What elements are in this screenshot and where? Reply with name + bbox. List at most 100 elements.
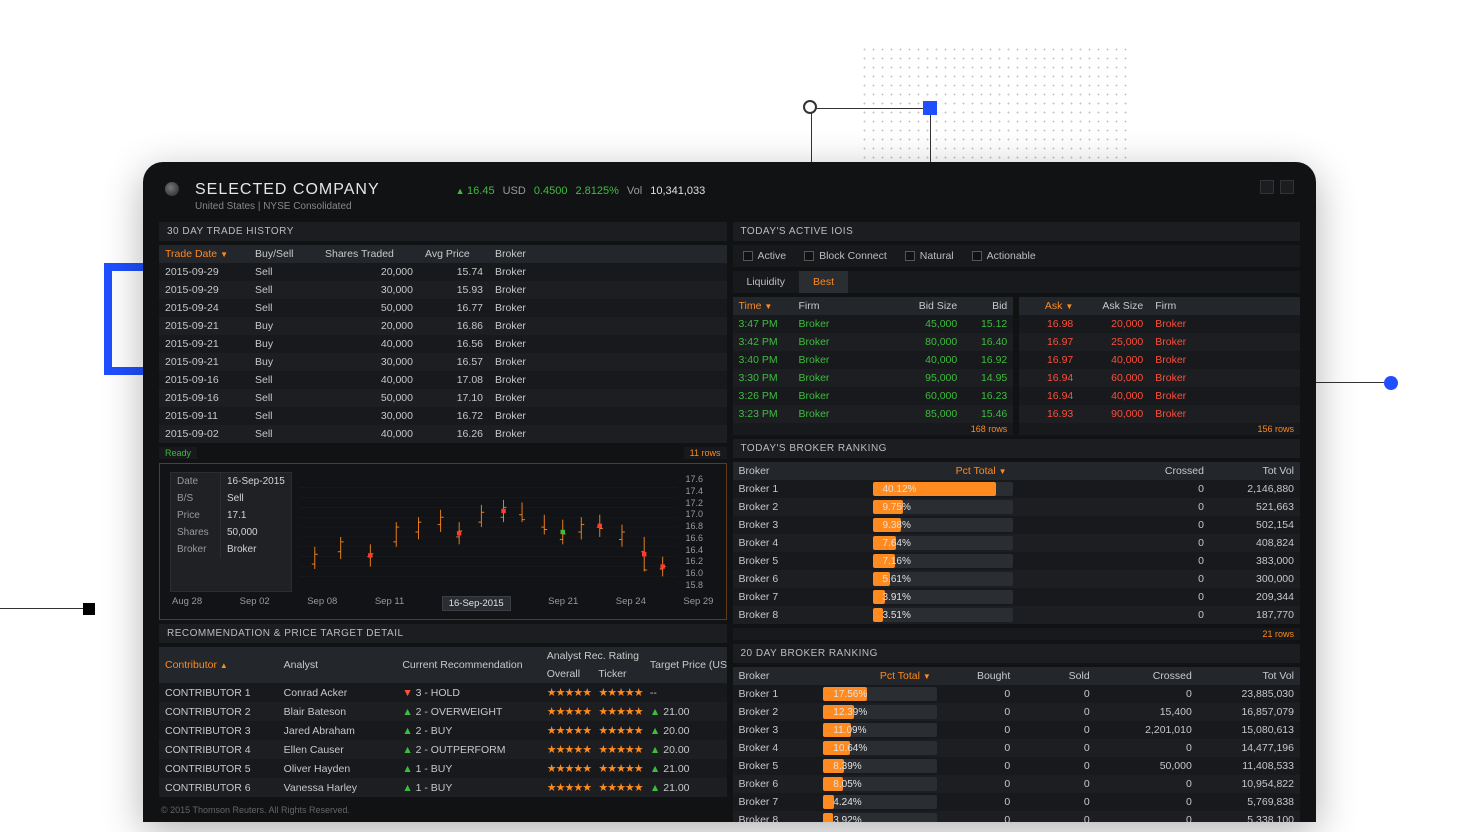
table-row[interactable]: 2015-09-24Sell50,00016.77Broker [159, 299, 727, 317]
xaxis-tick[interactable]: Sep 08 [307, 596, 337, 611]
col-header[interactable]: Pct Total ▼ [873, 462, 1013, 480]
table-row[interactable]: 2015-09-16Sell50,00017.10Broker [159, 389, 727, 407]
xaxis-tick[interactable]: 16-Sep-2015 [442, 596, 511, 611]
table-row[interactable]: 2015-09-21Buy30,00016.57Broker [159, 353, 727, 371]
xaxis-tick[interactable]: Sep 29 [683, 596, 713, 611]
table-row[interactable]: CONTRIBUTOR 2Blair Bateson▲ 2 - OVERWEIG… [159, 702, 727, 721]
col-header[interactable]: Bought [937, 667, 1016, 685]
table-row[interactable]: CONTRIBUTOR 1Conrad Acker▼ 3 - HOLD★★★★★… [159, 683, 727, 702]
window-control-icon[interactable] [1280, 180, 1294, 194]
col-header[interactable]: Current Recommendation [396, 647, 540, 683]
col-header[interactable]: Contributor ▲ [159, 647, 278, 683]
table-row[interactable]: 16.9820,000Broker [1019, 315, 1300, 333]
table-row[interactable]: 2015-09-21Buy40,00016.56Broker [159, 335, 727, 353]
table-row[interactable]: CONTRIBUTOR 3Jared Abraham▲ 2 - BUY★★★★★… [159, 721, 727, 740]
table-row[interactable]: Broker 3 9.38%0502,154 [733, 516, 1301, 534]
col-header[interactable]: Shares Traded [319, 245, 419, 263]
table-row[interactable]: Broker 4 7.64%0408,824 [733, 534, 1301, 552]
table-row[interactable]: 3:23 PMBroker85,00015.46 [733, 405, 1014, 423]
table-row[interactable]: Broker 6 5.61%0300,000 [733, 570, 1301, 588]
filter-checkbox[interactable]: Natural [905, 250, 954, 262]
col-header[interactable]: Firm [1149, 297, 1300, 315]
cell: ▲ 1 - BUY [396, 759, 540, 778]
cell: 0 [1016, 703, 1095, 721]
col-header[interactable]: Analyst Rec. Rating [541, 647, 644, 665]
window-control-icon[interactable] [1260, 180, 1274, 194]
table-row[interactable]: 16.9460,000Broker [1019, 369, 1300, 387]
col-header[interactable]: Pct Total ▼ [823, 667, 937, 685]
col-header[interactable]: Ask ▼ [1019, 297, 1079, 315]
table-row[interactable]: CONTRIBUTOR 4Ellen Causer▲ 2 - OUTPERFOR… [159, 740, 727, 759]
cell: 16.57 [419, 353, 489, 371]
table-row[interactable]: Broker 5 7.16%0383,000 [733, 552, 1301, 570]
filter-checkbox[interactable]: Active [743, 250, 787, 262]
table-row[interactable]: 3:40 PMBroker40,00016.92 [733, 351, 1014, 369]
table-row[interactable]: CONTRIBUTOR 6Vanessa Harley▲ 1 - BUY★★★★… [159, 778, 727, 797]
col-header[interactable]: Bid [963, 297, 1013, 315]
cell: Conrad Acker [278, 683, 397, 702]
cell: 80,000 [893, 333, 963, 351]
col-header[interactable]: Analyst [278, 647, 397, 683]
filter-checkbox[interactable]: Actionable [972, 250, 1036, 262]
col-header[interactable]: Tot Vol [1198, 667, 1300, 685]
col-header[interactable]: Overall [541, 665, 593, 683]
col-header[interactable]: Broker [733, 667, 824, 685]
xaxis-tick[interactable]: Sep 21 [548, 596, 578, 611]
table-row[interactable]: 16.9390,000Broker [1019, 405, 1300, 423]
cell: 2015-09-16 [159, 371, 249, 389]
table-row[interactable]: Broker 3 11.09%002,201,01015,080,613 [733, 721, 1301, 739]
col-header[interactable]: Firm [793, 297, 894, 315]
table-row[interactable]: 2015-09-29Sell20,00015.74Broker [159, 263, 727, 281]
col-header[interactable]: Ticker [592, 665, 644, 683]
col-header[interactable]: Avg Price [419, 245, 489, 263]
col-header[interactable]: Ask Size [1079, 297, 1149, 315]
table-row[interactable]: 3:42 PMBroker80,00016.40 [733, 333, 1014, 351]
filter-checkbox[interactable]: Block Connect [804, 250, 887, 262]
xaxis-tick[interactable]: Sep 02 [240, 596, 270, 611]
table-row[interactable]: 2015-09-21Buy20,00016.86Broker [159, 317, 727, 335]
col-header[interactable]: Trade Date ▼ [159, 245, 249, 263]
table-row[interactable]: Broker 6 8.05%00010,954,822 [733, 775, 1301, 793]
table-row[interactable]: Broker 1 40.12%02,146,880 [733, 480, 1301, 498]
cell: 4.24% [823, 793, 937, 811]
tab-best[interactable]: Best [799, 271, 848, 293]
cell: ★★★★★ [592, 721, 644, 740]
col-header[interactable]: Sold [1016, 667, 1095, 685]
tab-liquidity[interactable]: Liquidity [733, 271, 800, 293]
table-row[interactable]: 2015-09-29Sell30,00015.93Broker [159, 281, 727, 299]
xaxis-tick[interactable]: Sep 11 [375, 596, 404, 611]
col-header[interactable]: Bid Size [893, 297, 963, 315]
table-row[interactable]: Broker 8 3.92%0005,338,100 [733, 811, 1301, 822]
table-row[interactable]: 3:26 PMBroker60,00016.23 [733, 387, 1014, 405]
table-row[interactable]: 2015-09-02Sell40,00016.26Broker [159, 425, 727, 443]
table-row[interactable]: Broker 5 8.39%0050,00011,408,533 [733, 757, 1301, 775]
table-row[interactable]: Broker 1 17.56%00023,885,030 [733, 685, 1301, 703]
xaxis-tick[interactable]: Sep 24 [616, 596, 646, 611]
table-row[interactable]: 3:30 PMBroker95,00014.95 [733, 369, 1014, 387]
table-row[interactable]: Broker 2 12.39%0015,40016,857,079 [733, 703, 1301, 721]
col-header[interactable]: Broker [489, 245, 727, 263]
cell: 0 [1016, 757, 1095, 775]
col-header[interactable]: Tot Vol [1210, 462, 1300, 480]
xaxis-tick[interactable]: Aug 28 [172, 596, 202, 611]
table-row[interactable]: Broker 8 3.51%0187,770 [733, 606, 1301, 624]
col-header[interactable]: Broker [733, 462, 873, 480]
table-row[interactable]: Broker 2 9.75%0521,663 [733, 498, 1301, 516]
col-header[interactable]: Time ▼ [733, 297, 793, 315]
table-row[interactable]: Broker 7 3.91%0209,344 [733, 588, 1301, 606]
col-header[interactable]: Crossed [1013, 462, 1211, 480]
table-row[interactable]: 16.9725,000Broker [1019, 333, 1300, 351]
deco-line [0, 608, 83, 609]
table-row[interactable]: 3:47 PMBroker45,00015.12 [733, 315, 1014, 333]
table-row[interactable]: 2015-09-16Sell40,00017.08Broker [159, 371, 727, 389]
table-row[interactable]: 16.9440,000Broker [1019, 387, 1300, 405]
col-header[interactable]: Crossed [1096, 667, 1198, 685]
table-row[interactable]: 2015-09-11Sell30,00016.72Broker [159, 407, 727, 425]
table-row[interactable]: CONTRIBUTOR 5Oliver Hayden▲ 1 - BUY★★★★★… [159, 759, 727, 778]
col-header[interactable]: Target Price (USD) [644, 647, 727, 683]
table-row[interactable]: 16.9740,000Broker [1019, 351, 1300, 369]
candlestick-chart[interactable] [300, 472, 678, 592]
table-row[interactable]: Broker 7 4.24%0005,769,838 [733, 793, 1301, 811]
col-header[interactable]: Buy/Sell [249, 245, 319, 263]
table-row[interactable]: Broker 4 10.64%00014,477,196 [733, 739, 1301, 757]
